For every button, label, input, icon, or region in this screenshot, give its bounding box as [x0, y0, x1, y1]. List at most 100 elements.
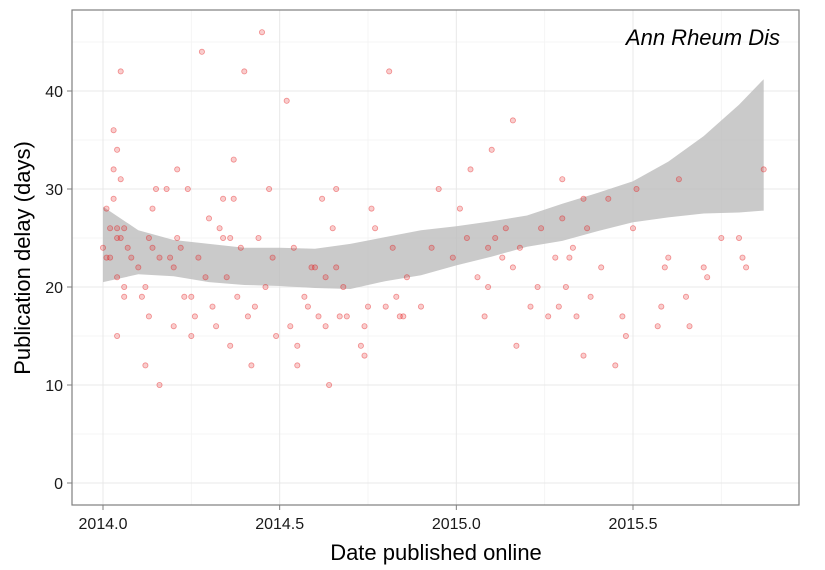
data-point — [333, 185, 340, 192]
data-point — [135, 264, 142, 271]
data-point — [704, 274, 711, 281]
data-point — [502, 225, 509, 232]
data-point — [170, 264, 177, 271]
data-point — [361, 352, 368, 359]
data-point — [382, 303, 389, 310]
data-point — [290, 244, 297, 251]
data-point — [372, 225, 379, 232]
data-point — [311, 264, 318, 271]
data-point — [227, 342, 234, 349]
data-point — [174, 166, 181, 173]
data-point — [322, 274, 329, 281]
x-axis-title: Date published online — [330, 540, 542, 565]
data-point — [315, 313, 322, 320]
data-point — [386, 68, 393, 75]
data-point — [103, 205, 110, 212]
data-point — [209, 303, 216, 310]
data-point — [156, 381, 163, 388]
data-point — [538, 225, 545, 232]
data-point — [304, 303, 311, 310]
data-point — [580, 352, 587, 359]
data-point — [545, 313, 552, 320]
data-point — [244, 313, 251, 320]
data-point — [683, 293, 690, 300]
data-point — [393, 293, 400, 300]
data-point — [149, 205, 156, 212]
data-point — [294, 362, 301, 369]
data-point — [329, 225, 336, 232]
data-point — [223, 274, 230, 281]
data-point — [598, 264, 605, 271]
data-point — [658, 303, 665, 310]
data-point — [509, 117, 516, 124]
data-point — [534, 283, 541, 290]
data-point — [121, 293, 128, 300]
data-point — [340, 283, 347, 290]
data-point — [181, 293, 188, 300]
data-point — [485, 244, 492, 251]
data-point — [128, 254, 135, 261]
data-point — [435, 185, 442, 192]
data-point — [665, 254, 672, 261]
data-point — [400, 313, 407, 320]
data-point — [237, 244, 244, 251]
x-tick-label: 2014.5 — [255, 516, 304, 533]
data-point — [142, 283, 149, 290]
data-point — [619, 313, 626, 320]
data-point — [177, 244, 184, 251]
data-point — [213, 323, 220, 330]
data-point — [499, 254, 506, 261]
y-tick-label: 30 — [45, 182, 63, 199]
data-point — [308, 264, 315, 271]
data-point — [509, 264, 516, 271]
data-point — [368, 205, 375, 212]
data-point — [562, 283, 569, 290]
y-tick-label: 10 — [45, 378, 63, 395]
data-point — [633, 185, 640, 192]
data-point — [107, 254, 114, 261]
data-point — [326, 381, 333, 388]
chart-annotation: Ann Rheum Dis — [624, 25, 780, 50]
data-point — [474, 274, 481, 281]
data-point — [184, 185, 191, 192]
data-point — [573, 313, 580, 320]
data-point — [170, 323, 177, 330]
data-point — [138, 293, 145, 300]
data-point — [555, 303, 562, 310]
data-point — [283, 97, 290, 104]
data-point — [262, 283, 269, 290]
data-point — [743, 264, 750, 271]
data-point — [467, 166, 474, 173]
data-point — [114, 225, 121, 232]
y-tick-label: 40 — [45, 84, 63, 101]
data-point — [198, 48, 205, 55]
data-point — [301, 293, 308, 300]
data-point — [114, 332, 121, 339]
data-point — [117, 176, 124, 183]
data-point — [428, 244, 435, 251]
data-point — [587, 293, 594, 300]
x-tick-label: 2014.0 — [79, 516, 128, 533]
y-tick-label: 0 — [54, 476, 63, 493]
data-point — [145, 234, 152, 241]
data-point — [114, 234, 121, 241]
data-point — [661, 264, 668, 271]
data-point — [191, 313, 198, 320]
x-tick-label: 2015.5 — [609, 516, 658, 533]
data-point — [124, 244, 131, 251]
data-point — [513, 342, 520, 349]
data-point — [149, 244, 156, 251]
data-point — [107, 225, 114, 232]
data-point — [336, 313, 343, 320]
data-point — [417, 303, 424, 310]
smooth-confidence-band — [103, 79, 764, 289]
data-point — [622, 332, 629, 339]
data-point — [121, 283, 128, 290]
data-point — [202, 274, 209, 281]
data-point — [612, 362, 619, 369]
data-point — [110, 127, 117, 134]
data-point — [449, 254, 456, 261]
data-point — [739, 254, 746, 261]
data-point — [167, 254, 174, 261]
